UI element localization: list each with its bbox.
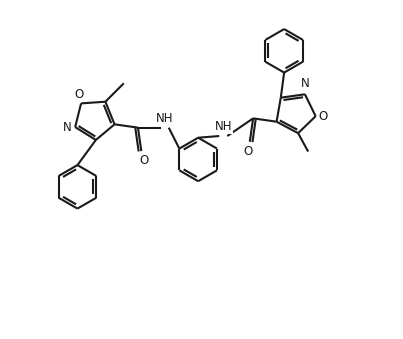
Text: NH: NH [214,120,232,133]
Text: O: O [139,155,149,167]
Text: NH: NH [156,112,173,125]
Text: N: N [301,77,310,90]
Text: O: O [243,145,253,158]
Text: O: O [318,110,328,123]
Text: O: O [75,88,84,101]
Text: N: N [62,121,71,134]
